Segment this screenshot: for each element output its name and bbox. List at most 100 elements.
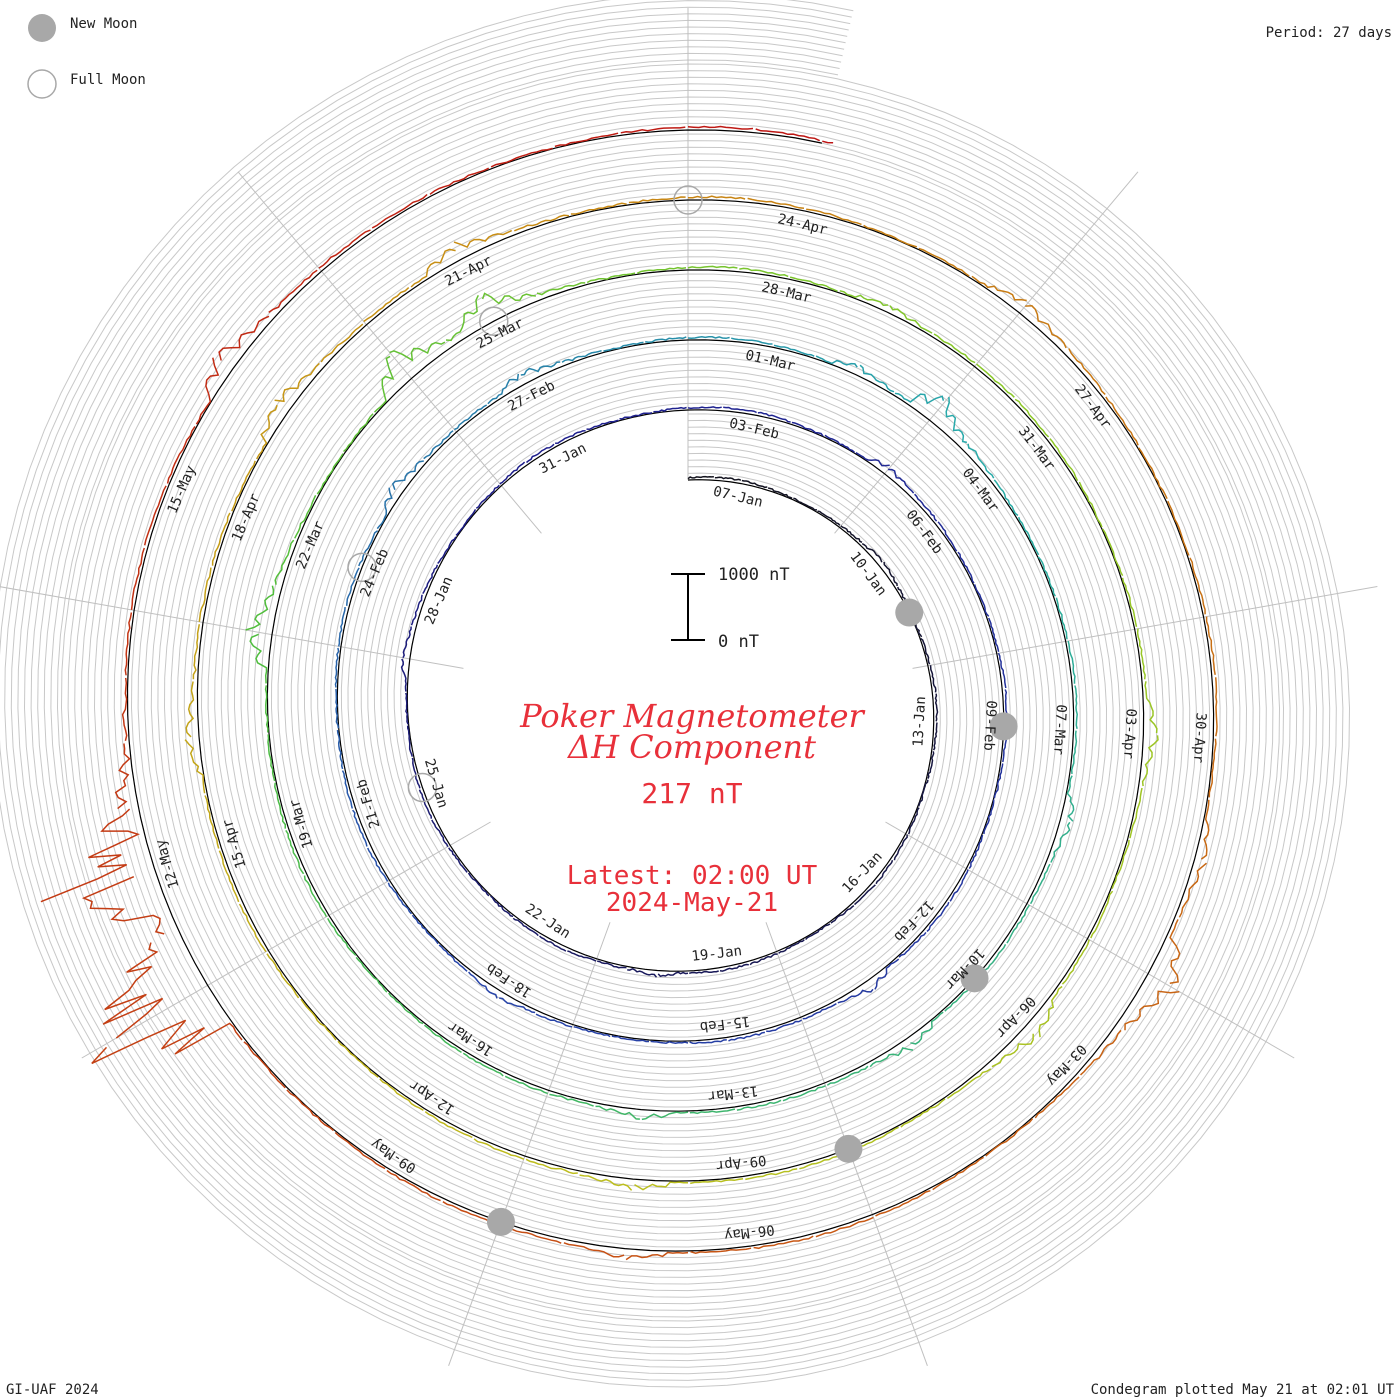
trace-segment	[388, 992, 424, 1025]
trace-segment	[802, 1002, 837, 1020]
trace-segment	[267, 734, 276, 782]
trace-segment	[993, 479, 1019, 517]
trace-segment	[391, 460, 424, 491]
trace-segment	[431, 819, 449, 847]
trace-segment	[875, 859, 894, 885]
trace-segment	[341, 770, 354, 809]
trace-segment	[256, 404, 278, 460]
current-value: 217 nT	[641, 777, 742, 810]
trace-segment	[830, 905, 855, 924]
trace-segment	[192, 624, 201, 680]
date-tick-label: 13-Mar	[707, 1082, 759, 1104]
trace-segment	[303, 875, 328, 918]
trace-segment	[907, 807, 920, 835]
trace-segment	[231, 460, 256, 512]
trace-segment	[757, 411, 791, 423]
title-line-2: ΔH Component	[566, 728, 816, 766]
trace-segment	[274, 362, 320, 403]
trace-segment	[243, 1041, 286, 1089]
trace-segment	[889, 305, 933, 334]
trace-segment	[318, 229, 371, 269]
date-tick-label: 06-May	[723, 1221, 775, 1243]
trace-segment	[445, 294, 479, 342]
trace-segment	[861, 542, 883, 563]
grid-spiral	[4, 6, 1337, 1375]
date-tick-label: 16-Jan	[839, 849, 885, 897]
trace-segment	[124, 612, 133, 676]
trace-segment	[520, 361, 561, 376]
date-tick-label: 22-Jan	[522, 901, 573, 942]
trace-segment	[462, 1052, 504, 1077]
trace-segment	[114, 743, 131, 810]
trace-segment	[320, 323, 364, 363]
date-tick-label: 07-Mar	[1050, 704, 1069, 755]
trace-segment	[266, 953, 300, 999]
trace-segment	[689, 1039, 727, 1045]
grid-layer	[0, 0, 1351, 1388]
trace-segment	[211, 512, 231, 566]
full-moon-legend-label: Full Moon	[70, 72, 146, 88]
trace-segment	[826, 1065, 869, 1086]
trace-segment	[475, 484, 500, 509]
trace-segment	[579, 1174, 633, 1191]
trace-segment	[274, 782, 287, 829]
trace-segment	[927, 751, 935, 779]
grid-spiral	[30, 33, 1311, 1348]
date-tick-label: 09-Apr	[715, 1152, 767, 1174]
trace-segment	[1138, 447, 1168, 500]
trace-segment	[778, 939, 805, 954]
trace-segment	[268, 269, 318, 314]
trace-segment	[549, 1093, 594, 1107]
trace-segment	[1067, 640, 1076, 684]
trace-segment	[997, 652, 1007, 689]
trace-segment	[855, 452, 890, 467]
trace-segment	[739, 267, 789, 278]
trace-segment	[793, 497, 818, 511]
trace-segment	[1006, 904, 1031, 944]
trace-segment	[782, 1085, 826, 1102]
trace-segment	[840, 525, 863, 543]
trace-segment	[316, 453, 344, 495]
trace-segment	[920, 637, 931, 665]
trace-segment	[628, 196, 686, 204]
trace-segment	[102, 942, 164, 1039]
trace-segment	[1049, 438, 1079, 482]
trace-segment	[1124, 990, 1180, 1031]
trace-segment	[535, 1013, 573, 1028]
trace-segment	[285, 830, 305, 875]
trace-segment	[863, 224, 918, 248]
date-tick-label: 24-Feb	[358, 547, 393, 600]
trace-segment	[481, 292, 536, 305]
trace-segment	[991, 1033, 1034, 1068]
trace-segment	[929, 665, 937, 693]
trace-segment	[342, 413, 374, 453]
full-moon-marker	[347, 552, 377, 583]
trace-segment	[620, 126, 686, 134]
moon-layer	[347, 185, 1018, 1236]
trace-segment	[358, 530, 379, 567]
trace-segment	[1090, 890, 1114, 939]
trace-segment	[815, 1216, 874, 1238]
new-moon-legend-icon	[28, 14, 56, 42]
trace-segment	[837, 988, 874, 1004]
trace-segment	[611, 1035, 649, 1043]
trace-segment	[294, 494, 317, 539]
trace-segment	[917, 779, 929, 807]
trace-segment	[499, 997, 536, 1014]
grid-spiral	[0, 0, 1344, 1381]
trace-segment	[573, 1026, 611, 1038]
trace-segment	[473, 1138, 525, 1160]
full-moon-marker	[407, 772, 438, 803]
trace-segment	[586, 419, 619, 431]
trace-segment	[166, 425, 196, 484]
trace-segment	[888, 468, 915, 494]
trace-segment	[195, 357, 220, 425]
trace-segment	[286, 1089, 334, 1132]
trace-segment	[536, 282, 586, 296]
trace-segment	[1144, 681, 1158, 734]
trace-segment	[504, 1075, 548, 1095]
trace-segment	[988, 617, 1000, 652]
trace-layer	[40, 125, 1218, 1261]
trace-segment	[728, 1031, 766, 1042]
grid-spiral	[10, 13, 1331, 1368]
